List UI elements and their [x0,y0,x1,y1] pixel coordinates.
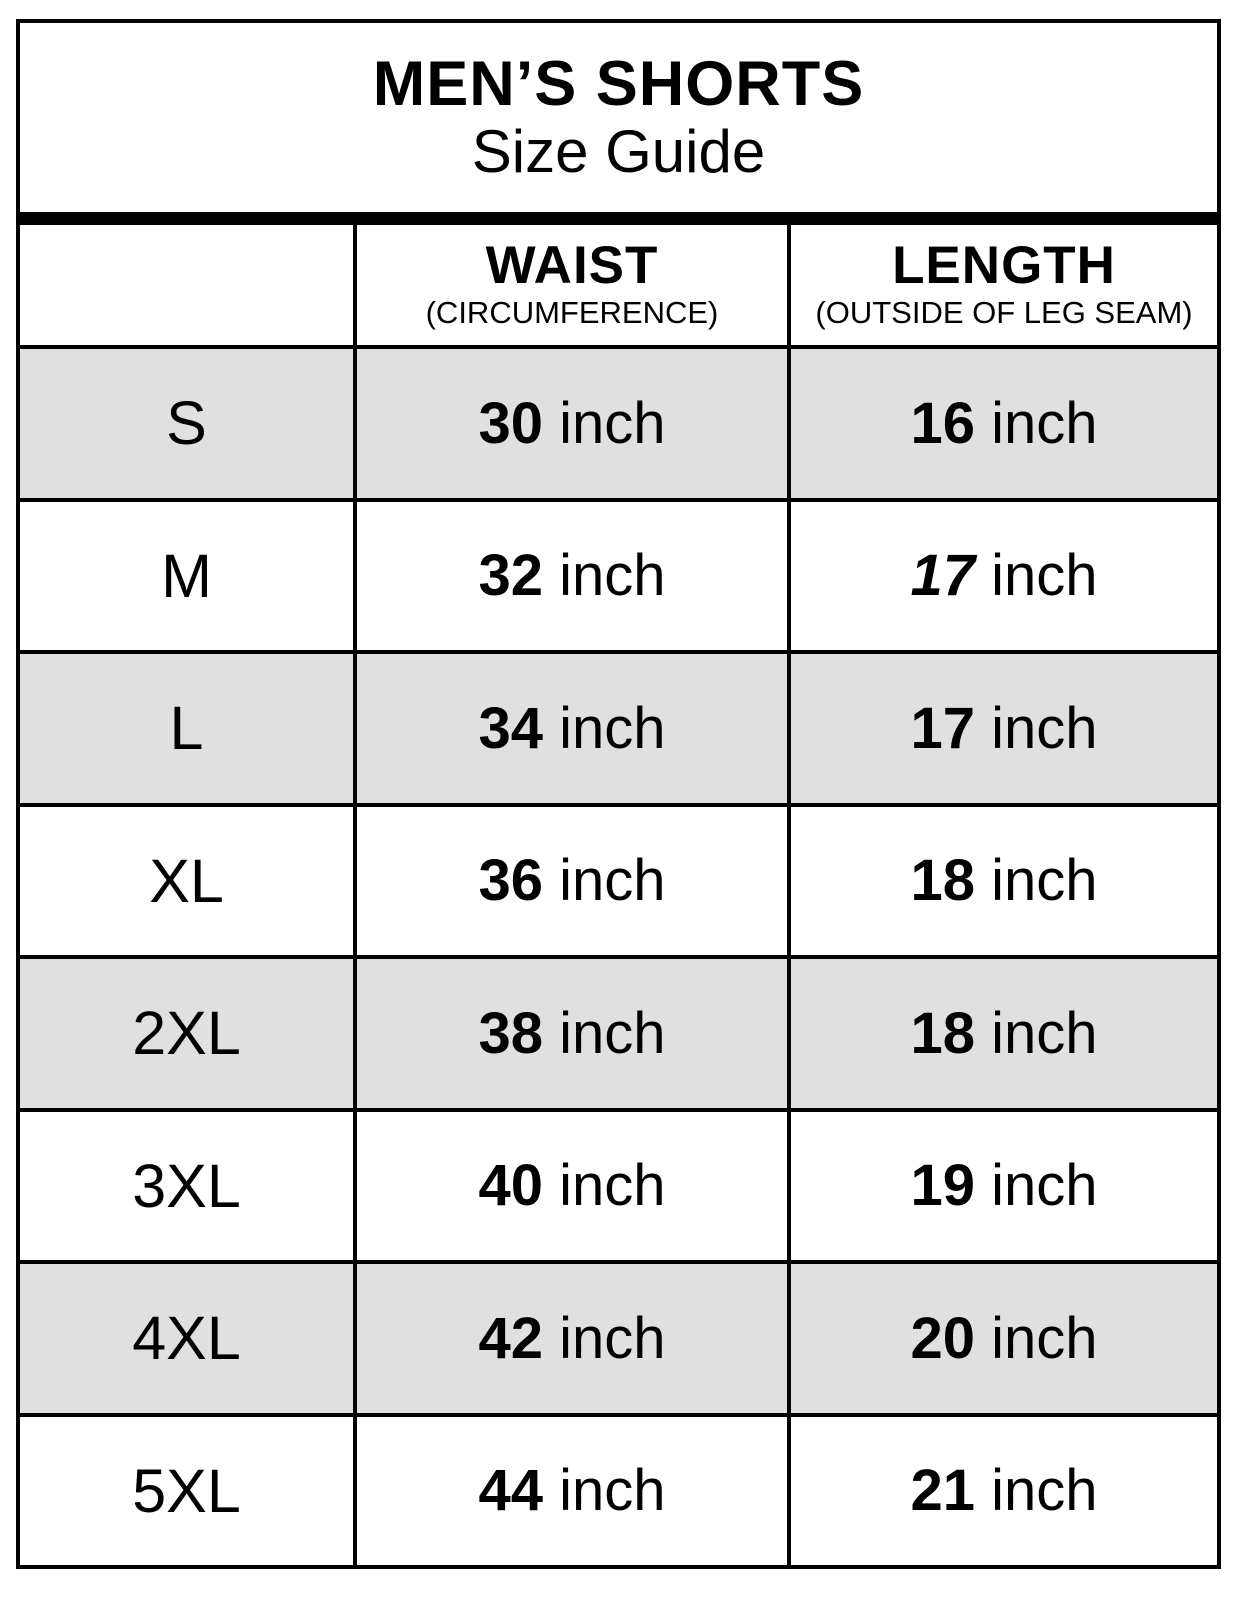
table-row: 2XL 38 inch 18 inch [20,955,1217,1108]
waist-value-unit: inch [543,695,666,761]
length-value-unit: inch [975,1305,1098,1371]
length-value: 19 inch [787,1111,1217,1260]
table-row: XL 36 inch 18 inch [20,802,1217,956]
waist-value-number: 30 [478,390,543,456]
length-value-unit: inch [975,390,1098,456]
length-value-number: 19 [910,1153,975,1219]
size-label: 2XL [132,999,241,1068]
length-value: 16 inch [787,349,1217,498]
length-value-unit: inch [975,1458,1098,1524]
table-row: L 34 inch 17 inch [20,650,1217,803]
length-value-number: 17 [910,695,975,761]
length-column-sublabel: (OUTSIDE OF LEG SEAM) [815,295,1193,330]
size-cell: M [20,502,353,651]
size-cell: 3XL [20,1112,353,1261]
waist-value: 36 inch [353,806,787,955]
length-value-number: 18 [910,848,975,914]
length-value-unit: inch [975,1153,1098,1219]
length-value: 18 inch [787,806,1217,955]
size-cell: XL [20,807,353,956]
waist-value: 32 inch [353,501,787,650]
length-value-unit: inch [975,543,1098,609]
waist-value-unit: inch [543,1458,666,1524]
length-value: 17 inch [787,501,1217,650]
size-guide-table: MEN’S SHORTS Size Guide WAIST (CIRCUMFER… [16,19,1221,1569]
page-title: MEN’S SHORTS [372,48,865,119]
size-label: 5XL [132,1456,241,1525]
table-row: 5XL 44 inch 21 inch [20,1412,1217,1566]
size-label: S [166,389,207,458]
size-label: 4XL [132,1304,241,1373]
waist-value-number: 38 [478,1000,543,1066]
waist-value: 38 inch [353,959,787,1108]
header-waist-cell: WAIST (CIRCUMFERENCE) [353,225,787,345]
size-label: 3XL [132,1151,241,1220]
waist-value-unit: inch [543,543,666,609]
waist-value-number: 32 [478,543,543,609]
waist-value: 30 inch [353,349,787,498]
length-value-number: 16 [910,390,975,456]
length-value: 21 inch [787,1416,1217,1565]
waist-value: 40 inch [353,1111,787,1260]
size-cell: 4XL [20,1264,353,1413]
waist-value-unit: inch [543,848,666,914]
size-label: XL [149,846,224,915]
length-column-label: LENGTH [892,236,1116,295]
waist-value-number: 40 [478,1153,543,1219]
table-header-row: WAIST (CIRCUMFERENCE) LENGTH (OUTSIDE OF… [20,225,1217,345]
table-row: 4XL 42 inch 20 inch [20,1260,1217,1413]
size-cell: L [20,654,353,803]
title-block: MEN’S SHORTS Size Guide [20,23,1217,212]
waist-value-number: 36 [478,848,543,914]
waist-value: 44 inch [353,1416,787,1565]
length-value: 18 inch [787,959,1217,1108]
page-subtitle: Size Guide [471,118,766,186]
waist-value-unit: inch [543,390,666,456]
length-value-unit: inch [975,1000,1098,1066]
length-value-unit: inch [975,695,1098,761]
length-value: 20 inch [787,1264,1217,1413]
size-label: L [169,694,204,763]
title-divider-bar [20,212,1217,225]
table-row: M 32 inch 17 inch [20,497,1217,651]
table-row: S 30 inch 16 inch [20,345,1217,498]
header-length-cell: LENGTH (OUTSIDE OF LEG SEAM) [787,225,1217,345]
waist-column-sublabel: (CIRCUMFERENCE) [425,295,719,330]
waist-value-number: 42 [478,1305,543,1371]
table-row: 3XL 40 inch 19 inch [20,1107,1217,1261]
size-label: M [161,541,212,610]
waist-value-number: 44 [478,1458,543,1524]
waist-value-number: 34 [478,695,543,761]
table-body: S 30 inch 16 inch M 32 inch 17 inch L 34 inch 17… [20,345,1217,1565]
length-value-unit: inch [975,848,1098,914]
waist-value-unit: inch [543,1000,666,1066]
length-value: 17 inch [787,654,1217,803]
length-value-number: 17 [910,543,975,609]
waist-value: 34 inch [353,654,787,803]
size-cell: 5XL [20,1417,353,1566]
size-cell: 2XL [20,959,353,1108]
size-cell: S [20,349,353,498]
waist-value: 42 inch [353,1264,787,1413]
waist-value-unit: inch [543,1153,666,1219]
length-value-number: 20 [910,1305,975,1371]
header-size-cell [20,225,353,345]
length-value-number: 21 [910,1458,975,1524]
waist-value-unit: inch [543,1305,666,1371]
length-value-number: 18 [910,1000,975,1066]
waist-column-label: WAIST [485,236,659,295]
